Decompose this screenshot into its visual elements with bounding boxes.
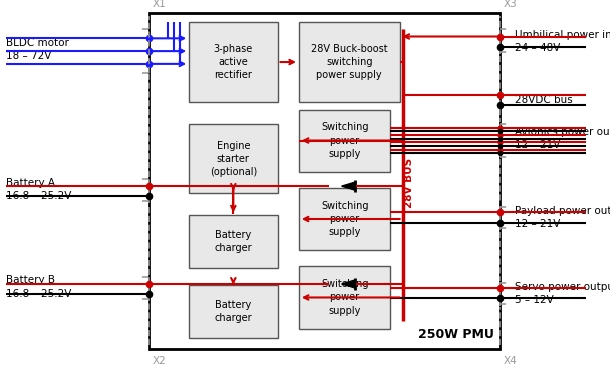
Text: Battery B
16.8 – 25.2V: Battery B 16.8 – 25.2V bbox=[6, 276, 71, 299]
Text: 28V BUS: 28V BUS bbox=[404, 157, 414, 208]
Text: Payload power output
12 – 21V: Payload power output 12 – 21V bbox=[515, 206, 610, 229]
Text: 3-phase
active
rectifier: 3-phase active rectifier bbox=[214, 44, 253, 80]
Text: Engine
starter
(optional): Engine starter (optional) bbox=[210, 141, 257, 177]
Bar bbox=[299, 110, 390, 172]
Text: Battery A
16.8 – 25.2V: Battery A 16.8 – 25.2V bbox=[6, 178, 71, 201]
Bar bbox=[189, 215, 278, 268]
Text: Umbilical power input
24 – 48V: Umbilical power input 24 – 48V bbox=[515, 30, 610, 53]
Text: X4: X4 bbox=[503, 356, 517, 365]
Text: 28VDC bus: 28VDC bus bbox=[515, 95, 573, 105]
Text: Avionics power outputs
12 – 21V: Avionics power outputs 12 – 21V bbox=[515, 127, 610, 150]
Text: Switching
power
supply: Switching power supply bbox=[321, 201, 368, 237]
Text: 28V Buck-boost
switching
power supply: 28V Buck-boost switching power supply bbox=[311, 44, 387, 80]
Text: Battery
charger: Battery charger bbox=[215, 300, 252, 323]
Text: BLDC motor
18 – 72V: BLDC motor 18 – 72V bbox=[6, 38, 69, 61]
Text: X2: X2 bbox=[152, 356, 167, 365]
Polygon shape bbox=[342, 182, 355, 190]
Text: Switching
power
supply: Switching power supply bbox=[321, 279, 368, 316]
Text: X3: X3 bbox=[503, 0, 517, 9]
Bar bbox=[299, 22, 400, 102]
Bar bbox=[189, 285, 278, 338]
Bar bbox=[149, 13, 500, 349]
Polygon shape bbox=[342, 280, 355, 288]
Bar bbox=[299, 188, 390, 250]
Text: Switching
power
supply: Switching power supply bbox=[321, 122, 368, 159]
Bar bbox=[189, 22, 278, 102]
Text: Servo power output
5 – 12V: Servo power output 5 – 12V bbox=[515, 282, 610, 305]
Text: X1: X1 bbox=[152, 0, 167, 9]
Bar bbox=[189, 124, 278, 193]
Bar bbox=[299, 266, 390, 328]
Text: Battery
charger: Battery charger bbox=[215, 230, 252, 253]
Text: 250W PMU: 250W PMU bbox=[418, 328, 494, 341]
